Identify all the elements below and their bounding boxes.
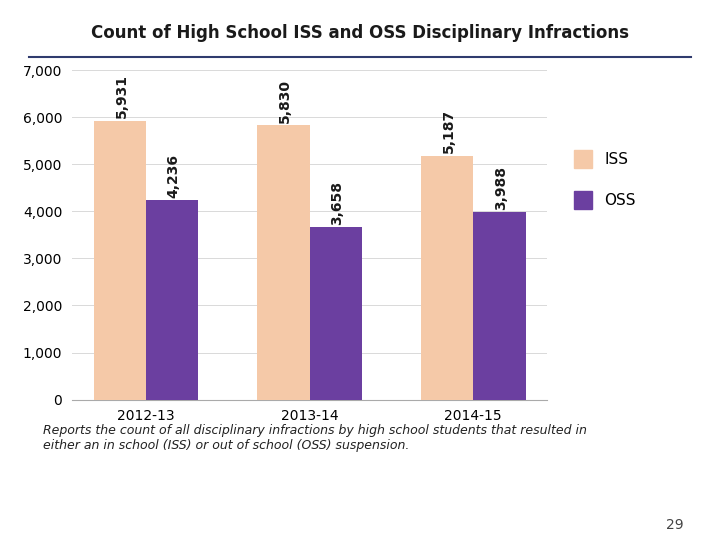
Bar (257, 125, 310, 400)
Bar (421, 156, 473, 400)
Text: 29: 29 (667, 518, 684, 532)
Text: 5,187: 5,187 (441, 109, 456, 153)
Text: 5,830: 5,830 (278, 79, 292, 123)
Bar (473, 212, 526, 400)
Legend: ISS, OSS: ISS, OSS (574, 150, 636, 208)
Text: 4,236: 4,236 (167, 154, 181, 198)
Text: 3,658: 3,658 (330, 181, 344, 225)
Bar (310, 227, 362, 400)
Bar (94, 120, 146, 400)
Text: 3,988: 3,988 (494, 166, 508, 210)
Text: Reports the count of all disciplinary infractions by high school students that r: Reports the count of all disciplinary in… (43, 424, 587, 452)
Text: Count of High School ISS and OSS Disciplinary Infractions: Count of High School ISS and OSS Discipl… (91, 24, 629, 42)
Text: 5,931: 5,931 (114, 74, 128, 118)
Bar (146, 200, 198, 400)
